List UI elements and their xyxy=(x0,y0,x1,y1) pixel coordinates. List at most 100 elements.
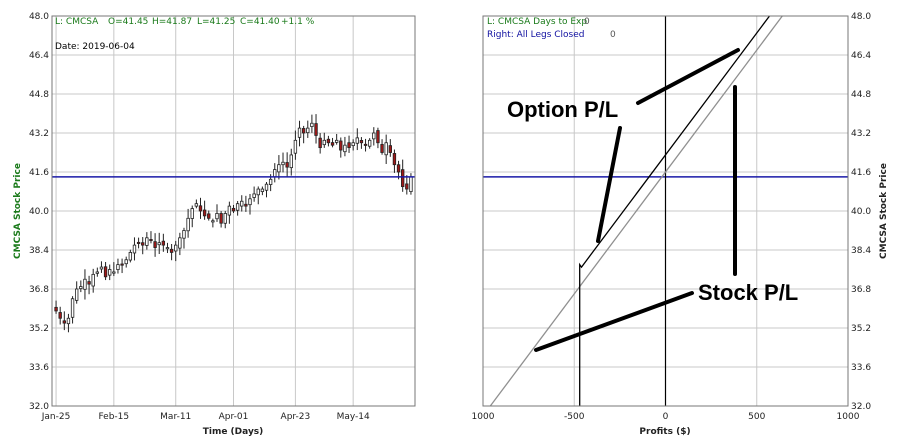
candle-body xyxy=(388,145,392,153)
candle-body xyxy=(339,140,343,151)
candle-body xyxy=(367,139,372,147)
candle-body xyxy=(227,205,232,216)
candle-body xyxy=(264,183,269,191)
right-x-tick: 500 xyxy=(748,412,765,422)
candle-body xyxy=(190,208,194,219)
left-y-axis-title: CMCSA Stock Price xyxy=(13,163,23,259)
right-pl-chart: 32.0 33.6 35.2 36.8 38.4 40.0 41.6 43.2 44.8 46.4… xyxy=(472,12,889,437)
left-x-tick: Apr-23 xyxy=(281,412,311,422)
candle-body xyxy=(54,306,58,312)
right-y-tick: 36.8 xyxy=(851,285,871,295)
candle-body xyxy=(285,162,289,168)
candle-body xyxy=(198,205,203,212)
right-plot-frame xyxy=(482,15,849,407)
left-y-tick: 48.0 xyxy=(29,12,49,22)
right-header-line1-value: 0 xyxy=(584,17,590,27)
candle-body xyxy=(322,139,326,146)
right-header-line1: L: CMCSA Days to Exp xyxy=(487,17,587,27)
candle-body xyxy=(161,240,166,246)
left-y-tick: 41.6 xyxy=(29,168,49,178)
right-x-tick: 0 xyxy=(663,412,669,422)
left-y-tick: 44.8 xyxy=(29,90,49,100)
left-x-tick: Feb-15 xyxy=(99,412,130,422)
left-y-tick: 33.6 xyxy=(29,363,49,373)
candle-body xyxy=(112,271,116,274)
right-x-tick: 1000 xyxy=(472,412,495,422)
candle-body xyxy=(260,188,265,193)
candle-body xyxy=(149,239,153,242)
candle-body xyxy=(153,241,157,248)
candle-body xyxy=(359,140,364,144)
right-y-tick: 44.8 xyxy=(851,90,871,100)
candle-body xyxy=(376,130,380,144)
stock-pl-line xyxy=(489,15,783,407)
candle-body xyxy=(306,127,310,134)
candle-body xyxy=(207,213,211,219)
right-y-tick-labels: 32.0 33.6 35.2 36.8 38.4 40.0 41.6 43.2 44.8 46.4… xyxy=(851,12,871,412)
right-header-line2: Right: All Legs Closed xyxy=(487,30,585,40)
candle-body xyxy=(351,142,355,147)
candle-body xyxy=(401,169,405,188)
right-y-tick: 43.2 xyxy=(851,129,871,139)
left-header-change: +1.1 % xyxy=(281,17,315,27)
left-y-tick: 46.4 xyxy=(29,51,49,61)
left-header-close: C=41.40 xyxy=(240,17,280,27)
candle-body xyxy=(268,178,273,185)
candle-body xyxy=(62,320,66,324)
left-header-low: L=41.25 xyxy=(197,17,235,27)
candle-body xyxy=(256,188,260,196)
candle-body xyxy=(273,169,277,178)
candle-body xyxy=(215,213,219,220)
candle-body xyxy=(293,139,298,154)
candle-body xyxy=(186,217,190,232)
candle-body xyxy=(194,203,199,207)
candle-body xyxy=(120,263,124,266)
candle-body xyxy=(58,312,62,319)
candle-body xyxy=(343,144,347,153)
candle-body xyxy=(99,266,104,270)
candle-body xyxy=(108,269,112,276)
candle-body xyxy=(211,220,215,223)
left-y-tick: 38.4 xyxy=(29,246,49,256)
candle-body xyxy=(301,128,306,134)
candle-body xyxy=(355,137,359,144)
candle-body xyxy=(363,143,368,146)
candle-body xyxy=(174,244,178,252)
candle-body xyxy=(103,266,108,278)
left-y-tick: 40.0 xyxy=(29,207,49,217)
left-y-tick: 36.8 xyxy=(29,285,49,295)
candle-body xyxy=(252,193,256,198)
left-y-tick: 32.0 xyxy=(29,402,49,412)
candle-body xyxy=(281,161,285,166)
right-y-tick: 40.0 xyxy=(851,207,871,217)
candle-body xyxy=(87,281,91,285)
candle-body xyxy=(330,142,335,146)
right-x-tick: -500 xyxy=(564,412,585,422)
right-y-tick: 38.4 xyxy=(851,246,871,256)
left-y-tick: 35.2 xyxy=(29,324,49,334)
right-y-axis-title: CMCSA Stock Price xyxy=(879,163,889,259)
candle-body xyxy=(124,259,128,265)
candle-body xyxy=(244,203,248,207)
right-y-tick: 35.2 xyxy=(851,324,871,334)
candle-body xyxy=(289,154,293,169)
candle-body xyxy=(128,252,133,261)
option-pl-line xyxy=(579,15,771,406)
candle-body xyxy=(405,183,409,190)
right-y-tick: 41.6 xyxy=(851,168,871,178)
left-x-tick: Mar-11 xyxy=(160,412,191,422)
candle-body xyxy=(178,237,182,249)
candle-body xyxy=(334,139,339,143)
option-pl-annotation: Option P/L xyxy=(507,97,618,122)
candle-body xyxy=(136,241,141,244)
left-x-axis-title: Time (Days) xyxy=(203,427,264,437)
right-y-tick: 48.0 xyxy=(851,12,871,22)
stock-arrow-lower xyxy=(534,291,694,352)
left-header-date: Date: 2019-06-04 xyxy=(55,42,135,52)
left-header-symbol: L: CMCSA xyxy=(55,17,99,27)
right-header-line2-value: 0 xyxy=(610,30,616,40)
option-arrow-upper xyxy=(636,48,740,105)
stock-pl-annotation: Stock P/L xyxy=(698,280,798,305)
left-plot-frame xyxy=(51,15,416,407)
